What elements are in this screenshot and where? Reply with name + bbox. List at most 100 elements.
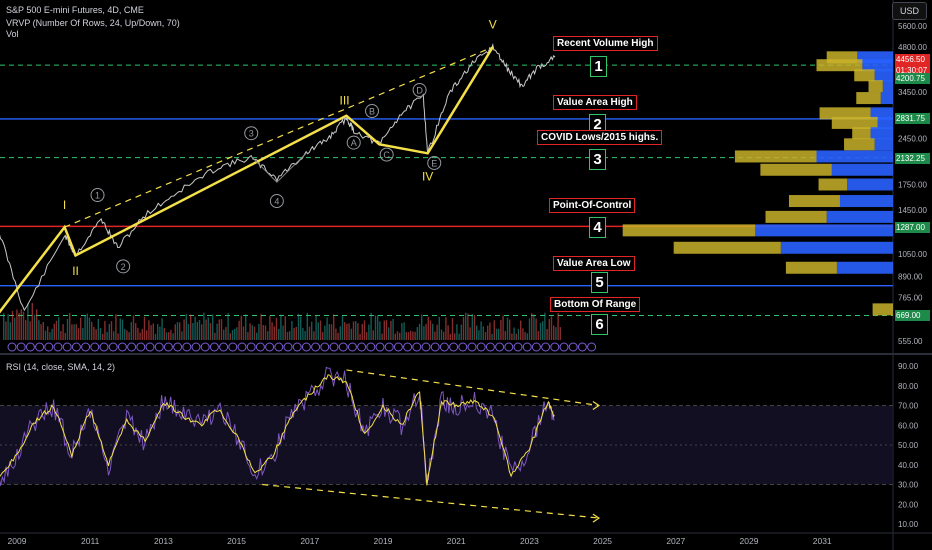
price-line [0, 42, 556, 312]
volume-bar [526, 333, 528, 340]
volume-bar [214, 332, 216, 340]
x-tick: 2019 [374, 536, 393, 546]
volume-bar [495, 328, 498, 340]
volume-bar [414, 331, 416, 340]
arrow-icon [592, 401, 601, 410]
volume-bar [183, 319, 185, 340]
volume-bar [451, 318, 454, 340]
volume-bar [176, 322, 179, 340]
level-number-1: 1 [590, 56, 607, 77]
rsi-panel [0, 366, 893, 523]
rsi-legend[interactable]: RSI (14, close, SMA, 14, 2) [6, 362, 116, 372]
volume-bar [209, 322, 212, 340]
volume-bar [36, 309, 38, 340]
volume-bar [62, 324, 64, 340]
volume-bar [247, 332, 249, 340]
volume-bar [491, 333, 493, 340]
volume-bar [234, 328, 236, 340]
event-marker-icon [301, 342, 311, 352]
volume-bar [38, 320, 40, 340]
volume-bar [88, 317, 91, 340]
volume-bar [313, 331, 315, 340]
event-marker-icon [550, 342, 560, 352]
price-label: 4200.75 [895, 73, 930, 84]
vrvp-down-bar [836, 261, 893, 274]
vrvp-up-bar [765, 210, 827, 223]
volume-bar [542, 321, 544, 340]
vrvp-down-bar [839, 195, 893, 208]
vrvp-legend[interactable]: VRVP (Number Of Rows, 24, Up/Down, 70) [6, 18, 180, 28]
event-marker-icon [357, 342, 367, 352]
vrvp-up-bar [854, 69, 875, 82]
volume-bar [432, 323, 434, 340]
volume-bar [359, 333, 361, 340]
vrvp-down-bar [755, 224, 893, 237]
volume-bar [454, 333, 456, 340]
y-tick: 1050.00 [898, 250, 927, 259]
wave-label: II [72, 264, 79, 278]
volume-bar [99, 328, 102, 340]
volume-bar [548, 319, 550, 340]
volume-bar [179, 322, 181, 340]
event-marker-icon [53, 342, 63, 352]
volume-bar [275, 317, 278, 340]
volume-bar [544, 312, 546, 340]
event-marker-icon [182, 342, 192, 352]
volume-bar [207, 317, 209, 340]
event-marker-icon [246, 342, 256, 352]
event-marker-icon [504, 342, 514, 352]
volume-bar [465, 312, 467, 340]
event-marker-icon [384, 342, 394, 352]
volume-bar [86, 313, 88, 340]
wave-circle-icon [346, 135, 361, 150]
event-marker-icon [412, 342, 422, 352]
volume-bar [517, 329, 520, 340]
volume-bar [539, 322, 542, 340]
rsi-y-tick: 10.00 [898, 520, 919, 529]
volume-bar [379, 321, 381, 340]
volume-legend[interactable]: Vol [6, 29, 19, 39]
event-marker-icon [173, 342, 183, 352]
event-marker-icon [274, 342, 284, 352]
volume-bar [181, 331, 183, 340]
price-label: 669.00 [895, 310, 930, 321]
volume-bar [531, 313, 533, 340]
vrvp-up-bar [760, 163, 832, 176]
volume-bar [55, 320, 58, 340]
volume-bar [163, 328, 165, 340]
volume-bar [306, 312, 308, 340]
volume-bar [513, 327, 515, 340]
event-marker-icon [320, 342, 330, 352]
x-tick: 2017 [300, 536, 319, 546]
axes: 5600.004800.003450.002450.001750.001450.… [8, 22, 928, 546]
level-title-4: Point-Of-Control [549, 198, 636, 213]
volume-bar [484, 331, 487, 340]
volume-bar [91, 321, 93, 340]
wave-label: V [489, 17, 497, 31]
event-marker-icon [117, 342, 127, 352]
volume-bar [440, 329, 443, 340]
vrvp-up-bar [872, 303, 893, 316]
arrow-icon [592, 513, 601, 523]
currency-button[interactable]: USD [892, 2, 927, 20]
volume-bar [436, 324, 438, 340]
rsi-y-tick: 70.00 [898, 402, 919, 411]
volume-bar [128, 332, 130, 340]
volume-bar [506, 317, 509, 340]
volume-bars [3, 302, 597, 352]
volume-bar [137, 327, 139, 340]
volume-bar [64, 332, 66, 340]
volume-bar [7, 314, 9, 340]
volume-bar [352, 321, 355, 340]
price-label: 1287.00 [895, 222, 930, 233]
price-label: 01:30:07 [895, 65, 930, 76]
chart-title: S&P 500 E-mini Futures, 4D, CME [6, 5, 144, 15]
volume-bar [60, 331, 62, 340]
event-marker-icon [228, 342, 238, 352]
volume-bar [396, 331, 399, 340]
volume-bar [456, 324, 458, 340]
volume-bar [315, 315, 317, 340]
rsi-y-tick: 90.00 [898, 362, 919, 371]
volume-bar [14, 317, 16, 340]
volume-bar [489, 322, 491, 340]
